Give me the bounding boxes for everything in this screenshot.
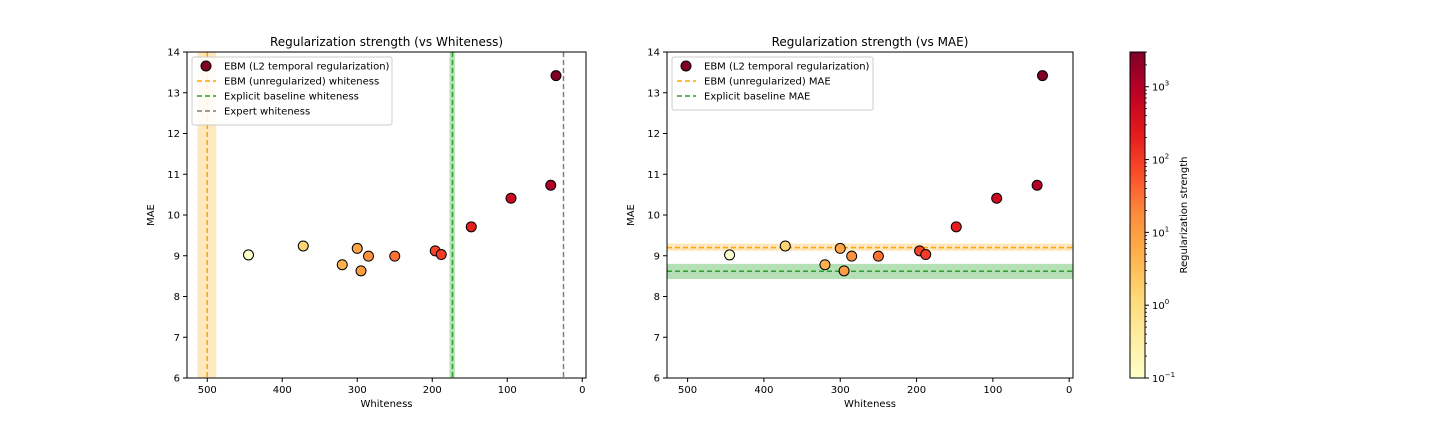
- data-point: [351, 242, 363, 254]
- data-point: [834, 242, 846, 254]
- y-tick-label: 13: [167, 88, 180, 99]
- y-tick-label: 6: [174, 374, 180, 385]
- y-tick-label: 12: [647, 129, 660, 140]
- legend-label: EBM (L2 temporal regularization): [704, 62, 870, 73]
- x-tick-label: 200: [907, 385, 926, 396]
- legend-label: Explicit baseline MAE: [704, 92, 810, 103]
- data-point: [724, 249, 736, 261]
- data-point: [465, 221, 477, 233]
- colorbar-tick-label: 103: [1152, 80, 1169, 94]
- y-axis-label: MAE: [626, 204, 637, 226]
- legend-label: EBM (unregularized) MAE: [704, 77, 831, 88]
- x-tick-label: 0: [579, 385, 585, 396]
- legend: EBM (L2 temporal regularization) EBM (unr…: [671, 56, 874, 111]
- plot-area: [197, 52, 565, 378]
- legend-label: EBM (L2 temporal regularization): [224, 62, 390, 73]
- y-tick-label: 10: [167, 211, 180, 222]
- data-point: [355, 265, 367, 277]
- data-point: [838, 265, 850, 277]
- data-point: [950, 221, 962, 233]
- y-tick-label: 6: [654, 374, 660, 385]
- x-axis-label: Whiteness: [844, 399, 896, 410]
- x-tick-label: 200: [423, 385, 442, 396]
- y-tick-label: 8: [174, 292, 180, 303]
- data-point: [389, 250, 401, 262]
- data-point: [336, 259, 348, 271]
- data-point: [505, 192, 517, 204]
- colorbar-tick-label: 100: [1152, 298, 1169, 312]
- x-tick-label: 400: [273, 385, 292, 396]
- data-point: [819, 259, 831, 271]
- y-tick-label: 14: [647, 48, 660, 59]
- data-point: [550, 70, 562, 82]
- colorbar-label: Regularization strength: [1179, 157, 1190, 274]
- chart-mae: 500 400 300 200 100 0 6 7 8 9 10 11 12 13 14 Regulariza…: [626, 35, 1074, 410]
- data-point: [846, 250, 858, 262]
- y-tick-label: 9: [654, 251, 660, 262]
- data-point: [920, 249, 932, 261]
- x-tick-label: 300: [348, 385, 367, 396]
- data-point: [779, 240, 791, 252]
- x-axis-label: Whiteness: [361, 399, 413, 410]
- legend-box: [671, 56, 874, 111]
- x-tick-label: 300: [831, 385, 850, 396]
- colorbar: 10−1 100 101 102 103 Regularization strength: [1129, 51, 1190, 385]
- colorbar-gradient: [1129, 51, 1146, 379]
- data-point: [545, 179, 557, 191]
- y-axis-label: MAE: [146, 204, 157, 226]
- y-tick-label: 13: [647, 88, 660, 99]
- chart-whiteness: 500 400 300 200 100 0 6 7 8 9 10 11 12 13 14 Regulariza…: [146, 35, 587, 410]
- data-point: [297, 240, 309, 252]
- x-tick-label: 500: [198, 385, 217, 396]
- y-tick-label: 7: [174, 333, 180, 344]
- colorbar-tick-label: 102: [1152, 153, 1169, 167]
- legend-label: Explicit baseline whiteness: [224, 92, 359, 103]
- chart-title: Regularization strength (vs Whiteness): [270, 35, 503, 49]
- colorbar-tick-label: 10−1: [1152, 371, 1175, 385]
- y-tick-label: 7: [654, 333, 660, 344]
- data-point: [872, 250, 884, 262]
- x-tick-label: 0: [1066, 385, 1072, 396]
- plot-area: [667, 70, 1073, 279]
- y-tick-label: 12: [167, 129, 180, 140]
- data-point: [243, 249, 254, 261]
- data-point: [991, 192, 1003, 204]
- y-tick-label: 9: [174, 251, 180, 262]
- data-point: [1036, 70, 1048, 82]
- legend: EBM (L2 temporal regularization) EBM (unr…: [191, 56, 393, 126]
- x-tick-label: 100: [983, 385, 1002, 396]
- legend-label: EBM (unregularized) whiteness: [224, 77, 379, 88]
- y-tick-label: 11: [647, 170, 660, 181]
- legend-marker: [200, 60, 212, 72]
- legend-marker: [680, 60, 692, 72]
- y-tick-label: 8: [654, 292, 660, 303]
- data-point: [363, 250, 374, 262]
- legend-label: Expert whiteness: [224, 107, 310, 118]
- x-tick-label: 400: [754, 385, 773, 396]
- y-tick-label: 10: [647, 211, 660, 222]
- y-tick-label: 14: [167, 48, 180, 59]
- x-tick-label: 500: [678, 385, 697, 396]
- data-point: [1031, 179, 1043, 191]
- data-point: [435, 249, 447, 261]
- y-tick-label: 11: [167, 170, 180, 181]
- colorbar-tick-label: 101: [1152, 225, 1169, 239]
- x-tick-label: 100: [498, 385, 517, 396]
- legend-box: [191, 56, 393, 126]
- chart-title: Regularization strength (vs MAE): [772, 35, 969, 49]
